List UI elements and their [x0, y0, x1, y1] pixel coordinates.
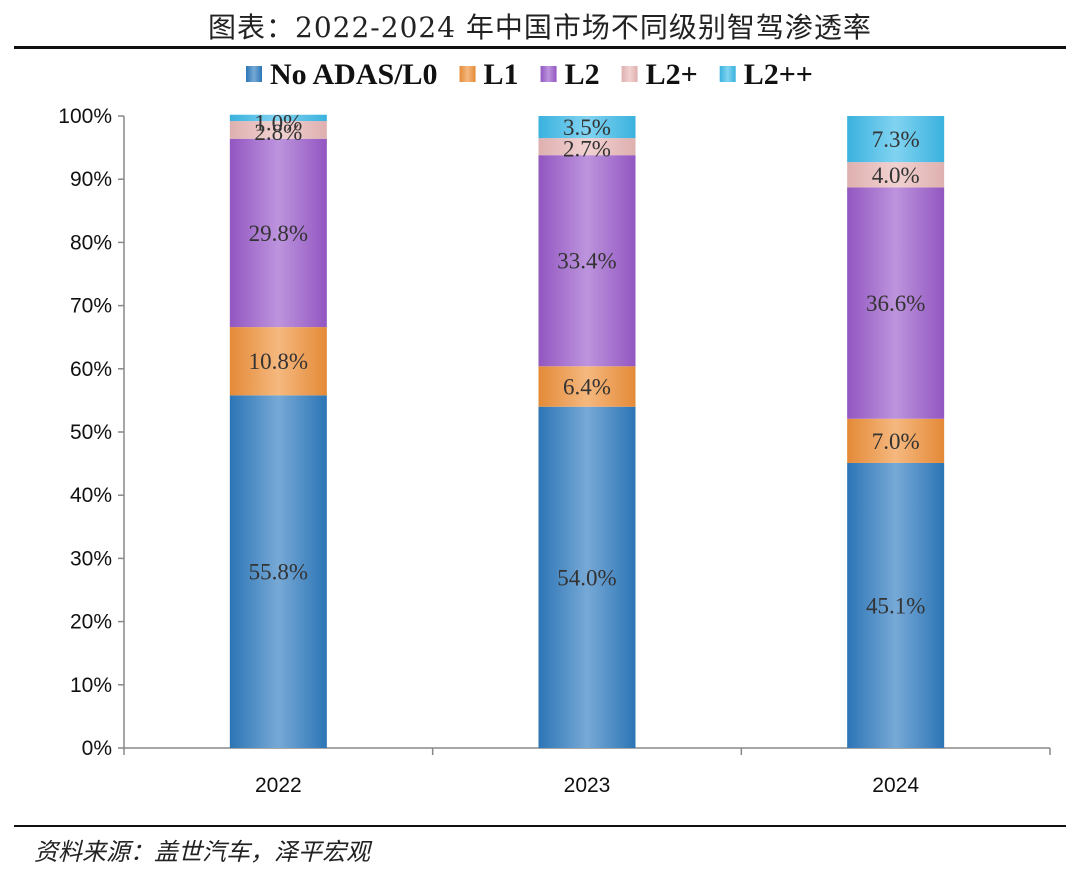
bar-segment-l1-2022 [229, 327, 327, 396]
chart-title: 图表：2022-2024 年中国市场不同级别智驾渗透率 [208, 11, 872, 44]
y-tick-label: 90% [70, 168, 112, 191]
chart-legend: No ADAS/L0 L1 L2 L2+ L2++ [246, 58, 813, 91]
bar-segment-no-adas-l0-2022 [229, 395, 327, 748]
y-tick-label: 80% [70, 231, 112, 254]
bar-segment-l2--2022 [229, 121, 327, 139]
y-tick-label: 70% [70, 295, 112, 318]
bar-segment-l2-2024 [847, 187, 945, 419]
bars-group [229, 114, 945, 748]
bar-segment-no-adas-l0-2024 [847, 462, 945, 748]
data-labels-group: 55.8% 10.8% 29.8% 2.8%1.0% 54.0% 6.4% 33.4% 2.7… [249, 111, 926, 619]
data-label: 1.0% [254, 111, 302, 136]
bar-segment-l2-2023 [538, 155, 636, 367]
data-label: 7.3% [872, 127, 920, 152]
bar-segment-l2--2024 [847, 162, 945, 188]
legend-label: L2++ [744, 58, 813, 91]
legend-label: No ADAS/L0 [270, 58, 438, 91]
y-tick-label: 50% [70, 421, 112, 444]
y-axis: 0% 10% 20% 30% 40% 50% 60% 70% 80% 90% 100% [58, 105, 125, 760]
x-tick-label: 2022 [255, 774, 302, 797]
source-note: 资料来源：盖世汽车，泽平宏观 [34, 838, 370, 866]
y-tick-label: 0% [82, 737, 112, 760]
legend-swatch [540, 66, 557, 82]
x-tick-label: 2024 [872, 774, 919, 797]
bar-segment-l1-2023 [538, 366, 636, 407]
data-label: 6.4% [563, 374, 611, 399]
data-label: 7.0% [872, 429, 920, 454]
y-tick-label: 30% [70, 547, 112, 570]
bar-segment-l2--2023 [538, 138, 636, 156]
title-divider [14, 46, 1066, 49]
data-label: 2.8% [254, 120, 302, 145]
bar-segment-no-adas-l0-2023 [538, 406, 636, 748]
source-divider [14, 825, 1066, 827]
y-tick-label: 20% [70, 611, 112, 634]
data-label: 10.8% [249, 349, 308, 374]
legend-label: L2+ [646, 58, 698, 91]
x-tick-label: 2023 [564, 774, 611, 797]
bar-segment-l1-2024 [847, 418, 945, 463]
x-axis: 2022 2023 2024 [123, 747, 1051, 797]
legend-label: L2 [565, 58, 600, 91]
legend-swatch [621, 66, 638, 82]
data-label: 33.4% [557, 249, 616, 274]
bar-segment-l2-2022 [229, 138, 327, 328]
bar-segment-l2--2023 [538, 116, 636, 139]
bar-segment-l2--2022 [229, 114, 327, 122]
bar-segment-l2--2024 [847, 116, 945, 163]
data-label: 29.8% [249, 221, 308, 246]
y-tick-label: 100% [58, 105, 112, 128]
y-tick-label: 10% [70, 674, 112, 697]
legend-label: L1 [484, 58, 519, 91]
legend-swatch [459, 66, 476, 82]
data-label: 3.5% [563, 115, 611, 140]
data-label: 55.8% [249, 560, 308, 585]
data-label: 2.7% [563, 137, 611, 162]
data-label: 45.1% [866, 593, 925, 618]
y-tick-label: 40% [70, 484, 112, 507]
data-label: 36.6% [866, 291, 925, 316]
legend-swatch [246, 66, 262, 82]
y-tick-label: 60% [70, 358, 112, 381]
data-label: 54.0% [557, 565, 616, 590]
data-label: 4.0% [872, 163, 920, 188]
legend-swatch [719, 66, 736, 82]
